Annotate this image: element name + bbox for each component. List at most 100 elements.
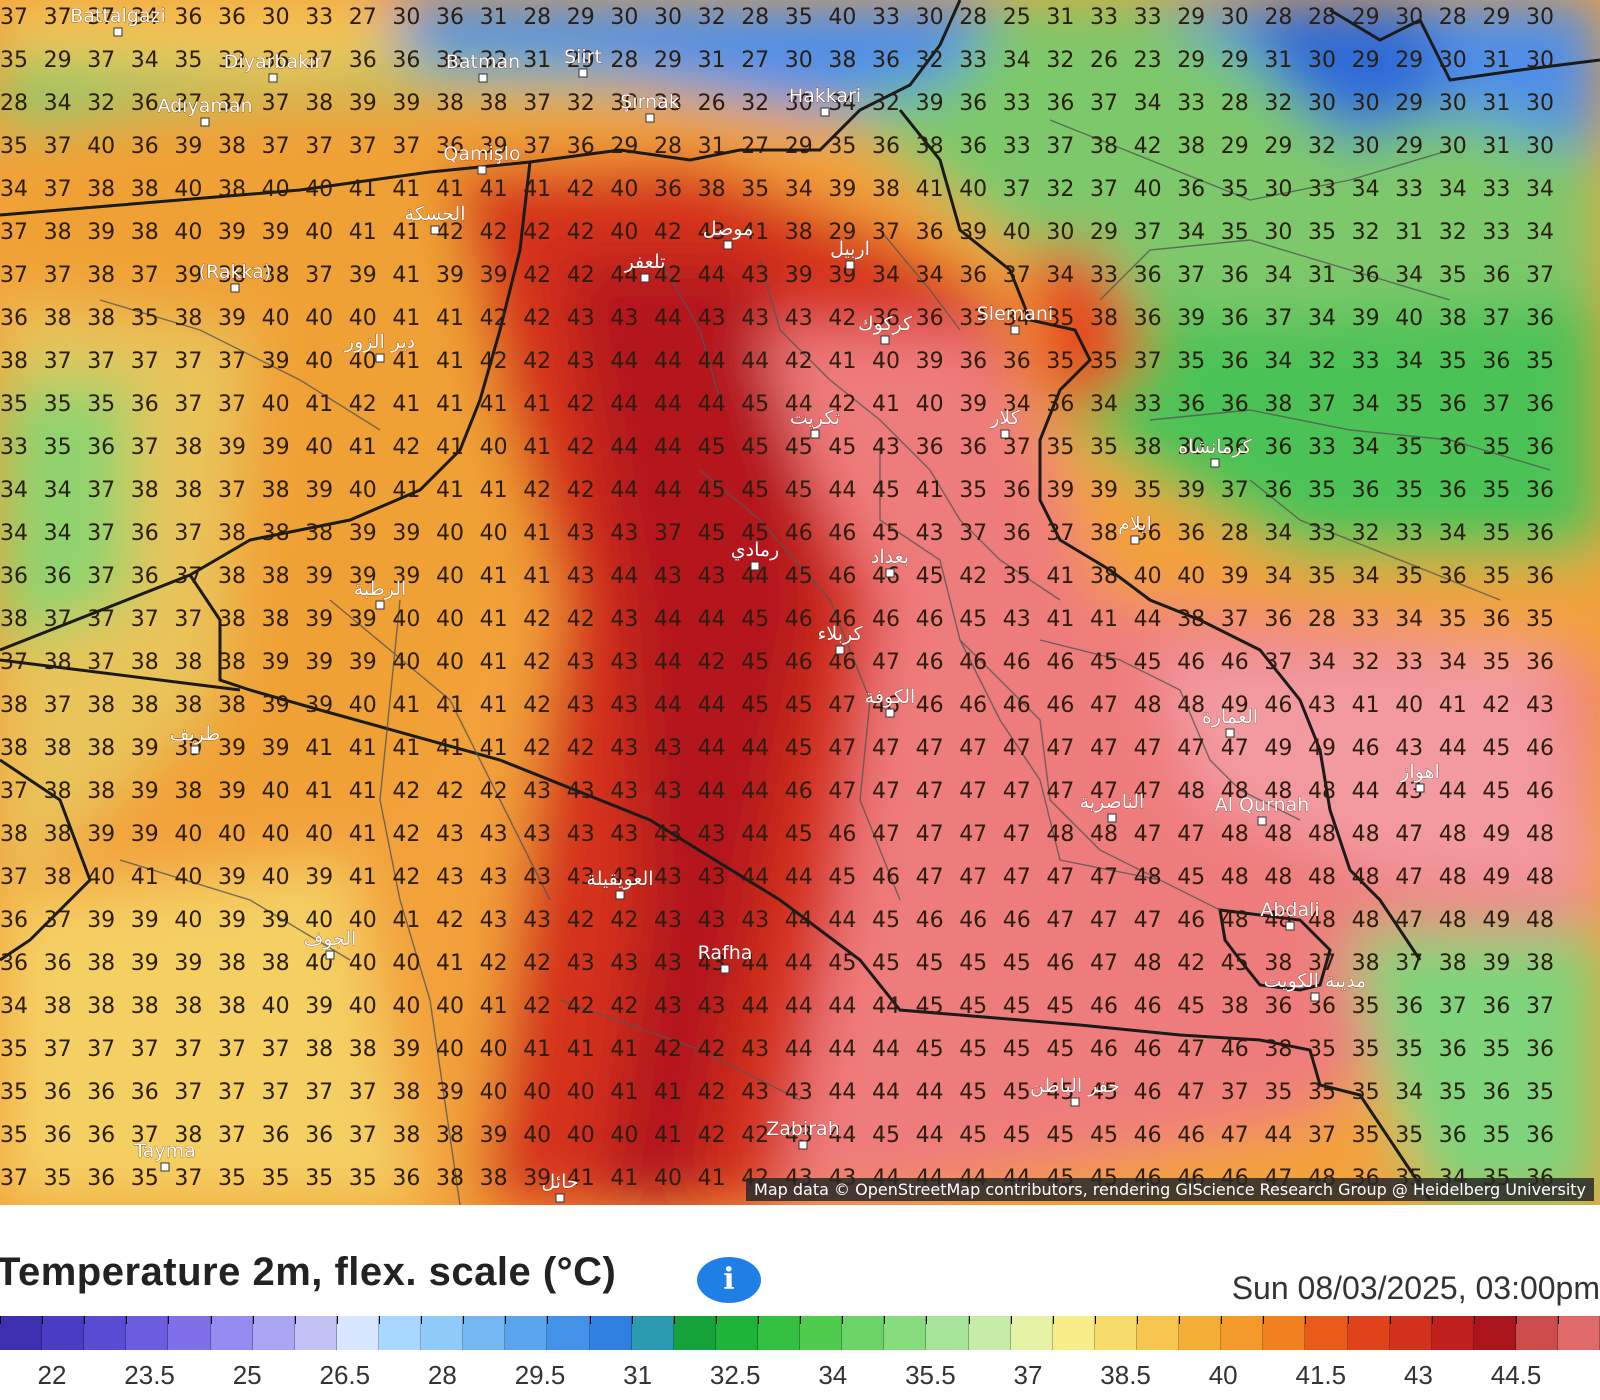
city-label[interactable]: دير الزور xyxy=(344,331,416,354)
grid-value: 35 xyxy=(1482,650,1510,675)
city-marker[interactable] xyxy=(615,890,625,900)
city-marker[interactable] xyxy=(885,568,895,578)
city-label[interactable]: الحسكة xyxy=(404,203,466,226)
city-marker[interactable] xyxy=(1285,921,1295,931)
city-label[interactable]: ايلام xyxy=(1118,513,1152,536)
city-marker[interactable] xyxy=(885,708,895,718)
info-icon[interactable]: i xyxy=(697,1257,761,1303)
grid-value: 39 xyxy=(174,134,202,159)
city-marker[interactable] xyxy=(845,260,855,270)
city-label[interactable]: طريف xyxy=(169,723,221,746)
grid-value: 36 xyxy=(1482,1080,1510,1105)
grid-value: 34 xyxy=(1134,91,1162,116)
city-marker[interactable] xyxy=(268,73,278,83)
city-marker[interactable] xyxy=(645,113,655,123)
city-marker[interactable] xyxy=(1130,535,1140,545)
city-label[interactable]: مدينة الكويت xyxy=(1263,970,1367,993)
city-label[interactable]: Rafha xyxy=(697,942,753,965)
city-label[interactable]: تلعفر xyxy=(623,251,666,274)
city-marker[interactable] xyxy=(1210,458,1220,468)
city-label[interactable]: بغداد xyxy=(871,546,910,569)
city-marker[interactable] xyxy=(1107,813,1117,823)
city-label[interactable]: Zabirah xyxy=(766,1118,840,1141)
city-label[interactable]: الناصرية xyxy=(1079,791,1145,814)
city-marker[interactable] xyxy=(750,561,760,571)
city-label[interactable]: Tayma xyxy=(133,1140,196,1163)
city-marker[interactable] xyxy=(1000,429,1010,439)
city-marker[interactable] xyxy=(1070,1097,1080,1107)
grid-value: 36 xyxy=(218,5,246,30)
city-marker[interactable] xyxy=(477,165,487,175)
city-label[interactable]: Al Qurnah xyxy=(1214,794,1310,817)
city-label[interactable]: Qamişlo xyxy=(443,143,521,166)
color-scale-tick-label: 29.5 xyxy=(514,1360,566,1390)
grid-value: 43 xyxy=(698,865,726,890)
weather-map[interactable]: 37 37 37 34 36 36 30 33 27 30 36 31 28 29 30 30 32 28 35 40… xyxy=(0,0,1600,1205)
city-label[interactable]: Diyarbakır xyxy=(223,51,323,74)
grid-value: 33 xyxy=(1395,521,1423,546)
city-marker[interactable] xyxy=(430,225,440,235)
color-scale-swatch xyxy=(547,1316,590,1350)
city-marker[interactable] xyxy=(1010,325,1020,335)
city-label[interactable]: العمارة xyxy=(1202,706,1259,729)
city-label[interactable]: كركوك xyxy=(858,313,914,336)
grid-value: 45 xyxy=(1046,1080,1074,1105)
city-label[interactable]: Adıyaman xyxy=(157,95,253,118)
city-marker[interactable] xyxy=(375,353,385,363)
city-label[interactable]: الرطبة xyxy=(353,578,407,601)
city-marker[interactable] xyxy=(160,1162,170,1172)
city-marker[interactable] xyxy=(230,283,240,293)
forecast-timestamp[interactable]: Sun 08/03/2025, 03:00pm xyxy=(1231,1270,1600,1306)
city-label[interactable]: Batman xyxy=(446,51,521,74)
grid-value: 35 xyxy=(1177,349,1205,374)
map-attribution[interactable]: Map data © OpenStreetMap contributors, r… xyxy=(746,1178,1594,1201)
city-marker[interactable] xyxy=(113,27,123,37)
city-marker[interactable] xyxy=(375,600,385,610)
city-label[interactable]: رمادي xyxy=(730,539,779,562)
city-marker[interactable] xyxy=(835,645,845,655)
grid-value: 43 xyxy=(698,306,726,331)
city-marker[interactable] xyxy=(325,950,335,960)
city-marker[interactable] xyxy=(1310,992,1320,1002)
grid-value: 33 xyxy=(0,435,28,460)
city-marker[interactable] xyxy=(723,240,733,250)
city-marker[interactable] xyxy=(880,335,890,345)
city-marker[interactable] xyxy=(190,745,200,755)
city-marker[interactable] xyxy=(820,107,830,117)
city-marker[interactable] xyxy=(640,273,650,283)
city-label[interactable]: كلار xyxy=(989,407,1021,430)
grid-value: 49 xyxy=(1482,865,1510,890)
city-marker[interactable] xyxy=(1225,728,1235,738)
city-label[interactable]: اهواز xyxy=(1399,761,1440,784)
city-label[interactable]: Slemani xyxy=(976,303,1054,326)
city-label[interactable]: العويقيلة xyxy=(586,868,654,891)
city-label[interactable]: اربيل xyxy=(830,238,870,261)
temperature-map-canvas[interactable]: 37 37 37 34 36 36 30 33 27 30 36 31 28 29 30 30 32 28 35 40… xyxy=(0,0,1600,1205)
city-label[interactable]: كربلاء xyxy=(817,623,864,646)
city-label[interactable]: موصل xyxy=(702,218,754,241)
color-scale-tick-label: 28 xyxy=(427,1360,457,1390)
city-label[interactable]: حفر الباطن xyxy=(1030,1075,1121,1098)
city-label[interactable]: Hakkari xyxy=(789,85,862,108)
grid-value: 38 xyxy=(0,693,28,718)
city-label[interactable]: Battalgazi xyxy=(70,5,166,28)
city-marker[interactable] xyxy=(1257,816,1267,826)
city-marker[interactable] xyxy=(810,429,820,439)
city-label[interactable]: تكريت xyxy=(790,407,841,430)
city-marker[interactable] xyxy=(720,964,730,974)
grid-value: 38 xyxy=(1134,435,1162,460)
city-label[interactable]: Şırnak xyxy=(620,91,680,114)
city-label[interactable]: Abdali xyxy=(1260,899,1320,922)
city-label[interactable]: الجوف xyxy=(303,928,357,951)
city-label[interactable]: (Rakka) xyxy=(198,261,272,284)
city-label[interactable]: الكوفة xyxy=(864,686,916,709)
city-label[interactable]: حائل xyxy=(541,1171,579,1194)
city-marker[interactable] xyxy=(478,73,488,83)
city-marker[interactable] xyxy=(200,117,210,127)
city-marker[interactable] xyxy=(798,1140,808,1150)
city-marker[interactable] xyxy=(555,1193,565,1203)
city-label[interactable]: Siirt xyxy=(564,46,602,69)
city-marker[interactable] xyxy=(578,68,588,78)
city-label[interactable]: كرمانشاه xyxy=(1178,436,1253,459)
city-marker[interactable] xyxy=(1415,783,1425,793)
